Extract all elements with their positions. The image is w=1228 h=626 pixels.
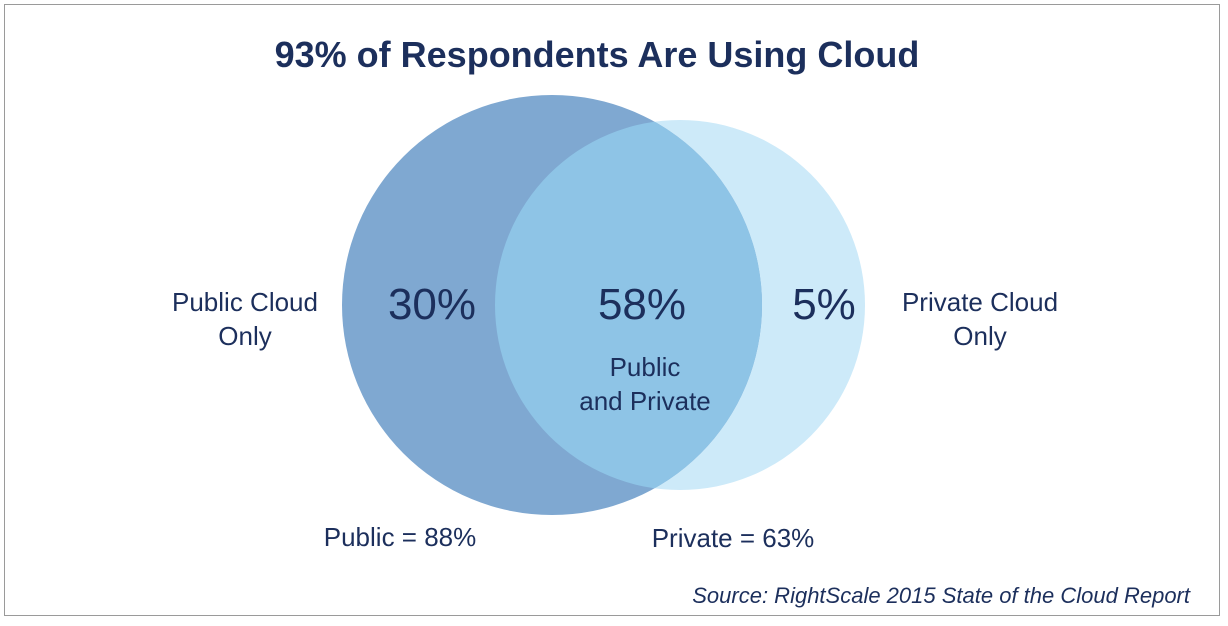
public-total-label: Public = 88% <box>324 522 476 552</box>
private-only-label-line-1: Private Cloud <box>902 287 1058 317</box>
source-note: Source: RightScale 2015 State of the Clo… <box>692 583 1191 608</box>
private-total-label: Private = 63% <box>652 523 815 553</box>
both-label-line-1: Public <box>610 352 681 382</box>
public-only-label-line-1: Public Cloud <box>172 287 318 317</box>
both-label-line-2: and Private <box>579 386 711 416</box>
private-only-label-line-2: Only <box>953 321 1006 351</box>
both-value: 58% <box>598 280 686 329</box>
public-only-label-line-2: Only <box>218 321 271 351</box>
overlap-region <box>495 120 762 490</box>
private-only-value: 5% <box>792 280 856 329</box>
public-only-value: 30% <box>388 280 476 329</box>
chart-title: 93% of Respondents Are Using Cloud <box>275 34 920 75</box>
